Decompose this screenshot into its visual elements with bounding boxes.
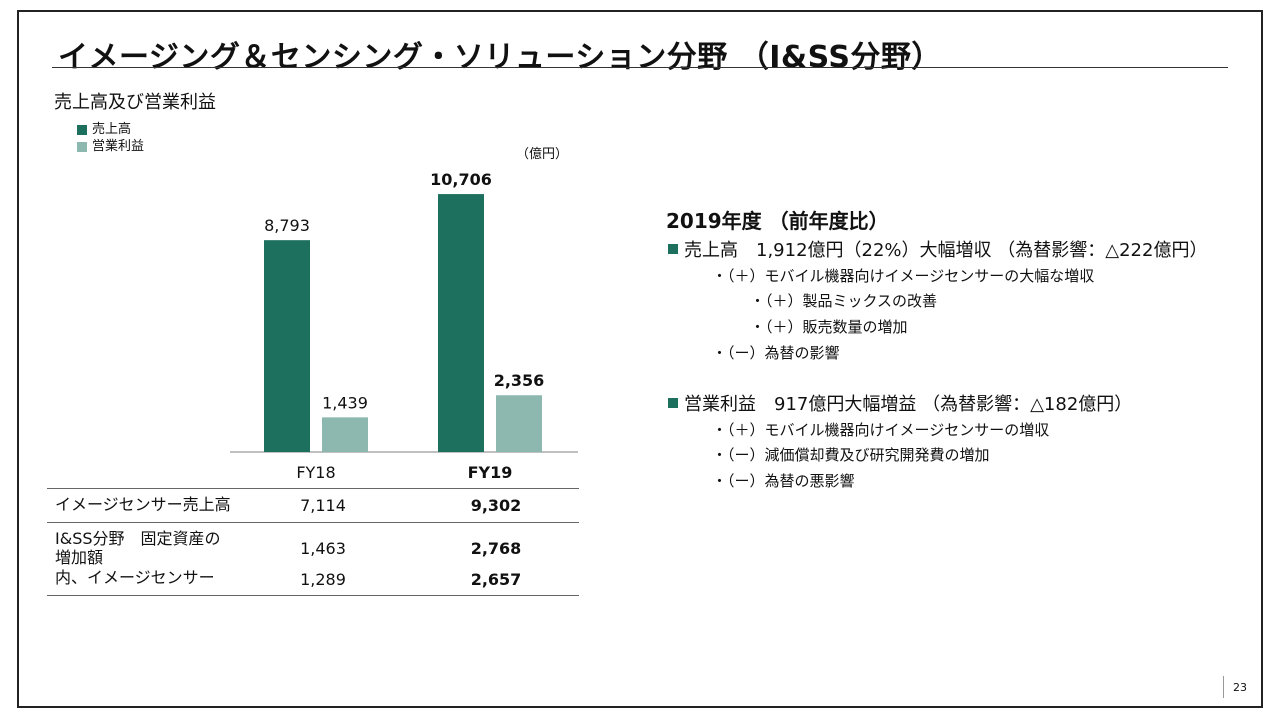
operating-income-summary: 営業利益 917億円大幅増益 （為替影響：△182億円）: [668, 390, 1132, 416]
legend-item-operating-income: 営業利益: [77, 138, 144, 155]
table-cell-fy19: 2,768: [470, 539, 522, 558]
bar-sales-fy18: [264, 240, 310, 452]
sales-summary: 売上高 1,912億円（22%）大幅増収 （為替影響：△222億円）: [668, 236, 1207, 262]
title-underline: [52, 67, 1228, 68]
chart-legend: 売上高 営業利益: [77, 121, 144, 155]
page-number: 23: [1233, 681, 1247, 694]
legend-swatch-operating-income: [77, 141, 87, 152]
table-cell-fy18: 1,289: [300, 570, 346, 589]
bar-operating-income-fy18: [322, 417, 368, 452]
legend-item-sales: 売上高: [77, 121, 144, 138]
operating-income-reason-item: ・（＋）モバイル機器向けイメージセンサーの増収: [712, 421, 1050, 439]
legend-swatch-sales: [77, 124, 87, 135]
slide-frame: [17, 10, 1263, 708]
sales-reason-item: ・（＋）販売数量の増加: [750, 318, 908, 336]
table-row-label-line2: 増加額: [55, 548, 104, 567]
data-label-sales-fy19: 10,706: [430, 170, 492, 189]
table-row-label: 内、イメージセンサー: [55, 568, 215, 587]
operating-income-summary-text: 営業利益 917億円大幅増益 （為替影響：△182億円）: [684, 394, 1133, 415]
bar-sales-fy19: [438, 194, 484, 452]
operating-income-reason-item: ・（ー）減価償却費及び研究開発費の増加: [712, 446, 990, 464]
table-cell-fy19: 2,657: [470, 570, 522, 589]
table-row-label: イメージセンサー売上高: [55, 495, 231, 514]
chart-subtitle: 売上高及び営業利益: [54, 92, 216, 113]
table-row-label: I&SS分野 固定資産の: [55, 529, 221, 548]
sales-reason-item: ・（ー）為替の影響: [712, 344, 840, 362]
data-label-operating-income-fy19: 2,356: [494, 371, 545, 390]
table-cell-fy18: 1,463: [300, 539, 346, 558]
sales-reason-item: ・（＋）モバイル機器向けイメージセンサーの大幅な増収: [712, 267, 1095, 285]
sales-summary-text: 売上高 1,912億円（22%）大幅増収 （為替影響：△222億円）: [684, 240, 1208, 261]
table-divider: [47, 522, 579, 523]
category-fy18-label: FY18: [296, 463, 335, 482]
bar-operating-income-fy19: [496, 395, 542, 452]
square-bullet-icon: [668, 398, 678, 408]
category-fy19-label: FY19: [468, 463, 513, 482]
table-cell-fy18: 7,114: [300, 496, 346, 515]
table-divider: [47, 595, 579, 596]
unit-label: （億円）: [516, 147, 569, 162]
table-cell-fy19: 9,302: [470, 496, 522, 515]
footer-divider: [1223, 676, 1224, 698]
page-title: イメージング＆センシング・ソリューション分野 （I&SS分野）: [58, 40, 942, 75]
data-label-operating-income-fy18: 1,439: [322, 393, 368, 412]
data-label-sales-fy18: 8,793: [264, 216, 310, 235]
square-bullet-icon: [668, 244, 678, 254]
operating-income-reason-item: ・（ー）為替の悪影響: [712, 472, 855, 490]
table-divider: [47, 488, 579, 489]
legend-label-operating-income: 営業利益: [92, 139, 145, 154]
legend-label-sales: 売上高: [92, 122, 132, 137]
sales-reason-item: ・（＋）製品ミックスの改善: [750, 292, 938, 310]
summary-title: 2019年度 （前年度比）: [666, 209, 889, 233]
